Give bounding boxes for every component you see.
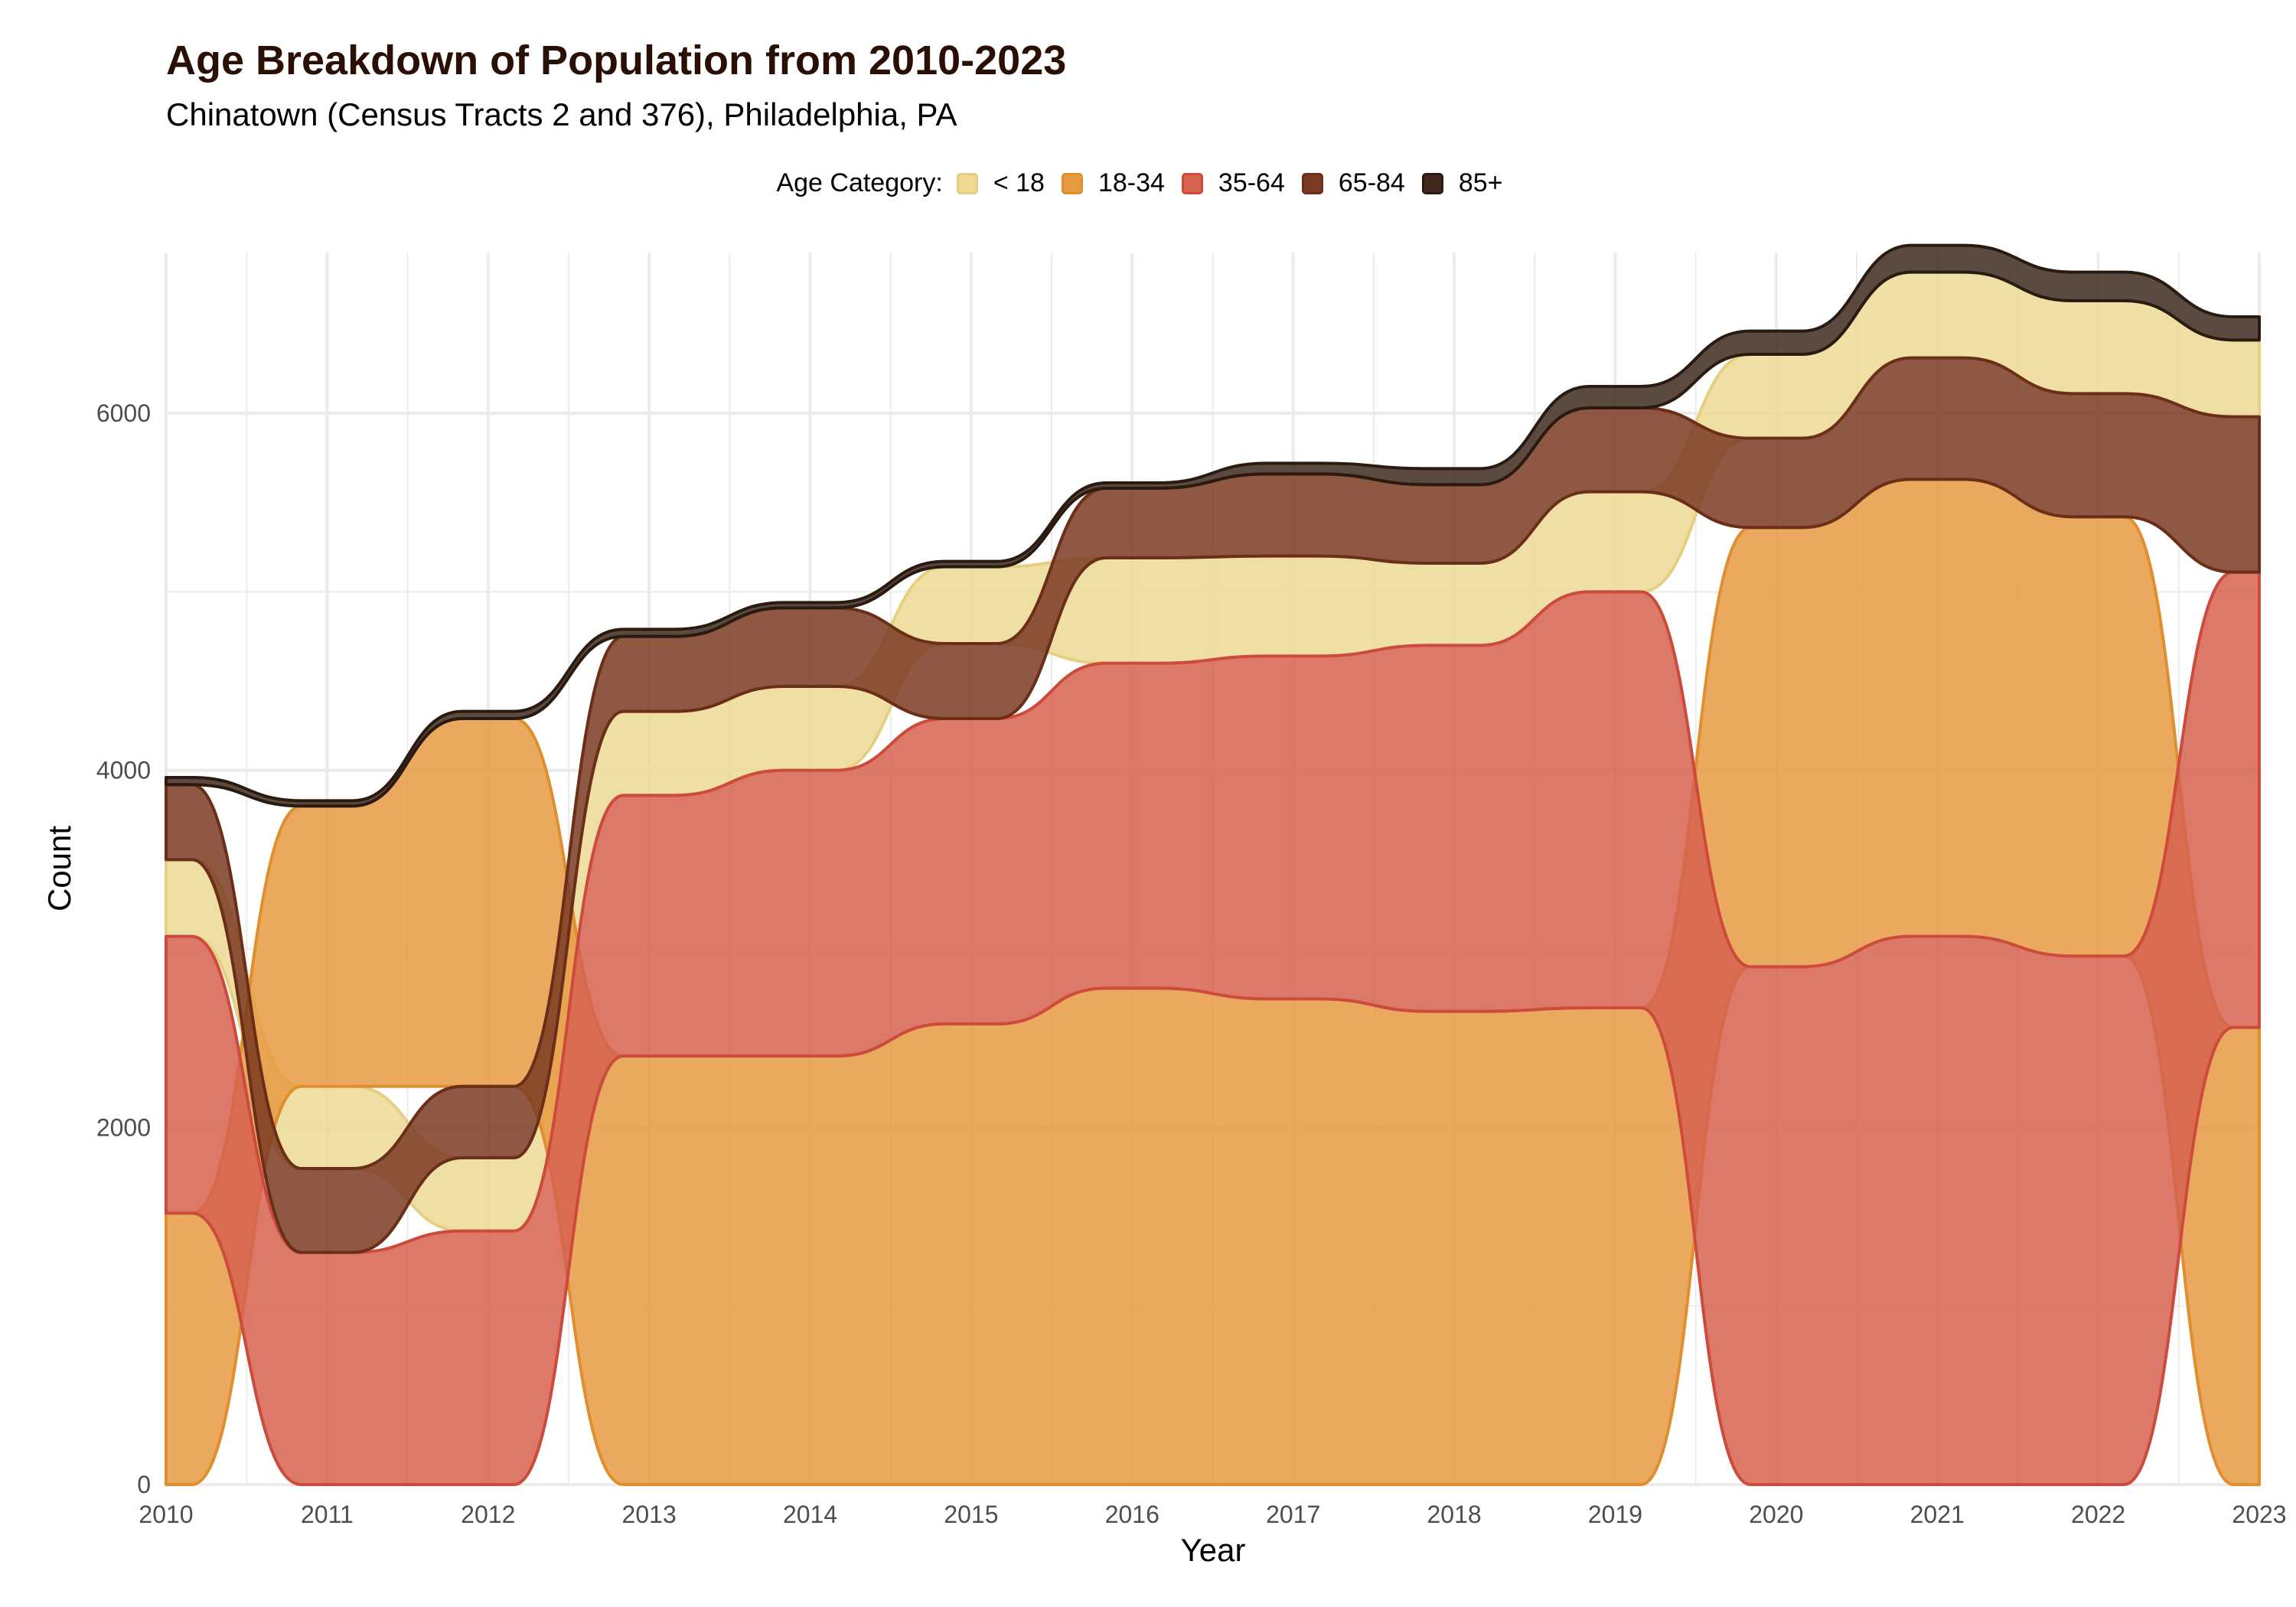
legend-title: Age Category: [776,168,943,197]
legend-swatch [1181,172,1203,194]
x-tick-label: 2022 [2071,1501,2125,1528]
legend-item: < 18 [956,168,1045,198]
y-axis-title: Count [41,826,77,911]
y-tick-label: 0 [137,1471,151,1498]
x-tick-label: 2021 [1910,1501,1965,1528]
area-series [165,243,2261,1487]
x-tick-label: 2020 [1749,1501,1803,1528]
legend-label: 18-34 [1097,168,1165,197]
x-tick-label: 2023 [2232,1501,2286,1528]
x-tick-label: 2018 [1427,1501,1481,1528]
legend-swatch [1061,172,1083,194]
y-tick-label: 2000 [96,1113,151,1141]
x-tick-label: 2010 [139,1501,193,1528]
legend-swatch [1301,172,1323,194]
y-tick-label: 6000 [96,399,151,427]
x-tick-label: 2014 [783,1501,837,1528]
legend-swatch [1421,172,1443,194]
x-tick-label: 2013 [622,1501,677,1528]
legend-item: 35-64 [1181,168,1285,198]
legend-label: 35-64 [1218,168,1285,197]
area-85 [165,243,2261,808]
x-tick-label: 2017 [1266,1501,1320,1528]
y-tick-label: 4000 [96,757,151,784]
chart-title: Age Breakdown of Population from 2010-20… [166,37,1067,83]
x-tick-label: 2011 [301,1501,354,1528]
x-tick-label: 2019 [1588,1501,1642,1528]
area-35-64 [165,570,2261,1487]
legend-swatch [956,172,978,194]
x-axis-ticks: 2010 2011 2012 2013 2014 2015 2016 2017 2018 2019… [139,1501,2286,1528]
legend-label: 85+ [1458,168,1503,197]
y-axis-ticks: 0 2000 4000 6000 [96,399,151,1498]
x-tick-label: 2016 [1105,1501,1159,1528]
x-tick-label: 2015 [944,1501,998,1528]
legend: Age Category: < 18 18-34 35-64 65-84 85+ [0,168,2296,198]
x-tick-label: 2012 [461,1501,515,1528]
legend-label: 65-84 [1338,168,1405,197]
legend-item: 18-34 [1061,168,1165,198]
x-axis-title: Year [1181,1532,1246,1568]
legend-item: 85+ [1421,168,1503,198]
legend-item: 65-84 [1301,168,1405,198]
chart-subtitle: Chinatown (Census Tracts 2 and 376), Phi… [166,96,957,132]
legend-label: < 18 [993,168,1045,197]
